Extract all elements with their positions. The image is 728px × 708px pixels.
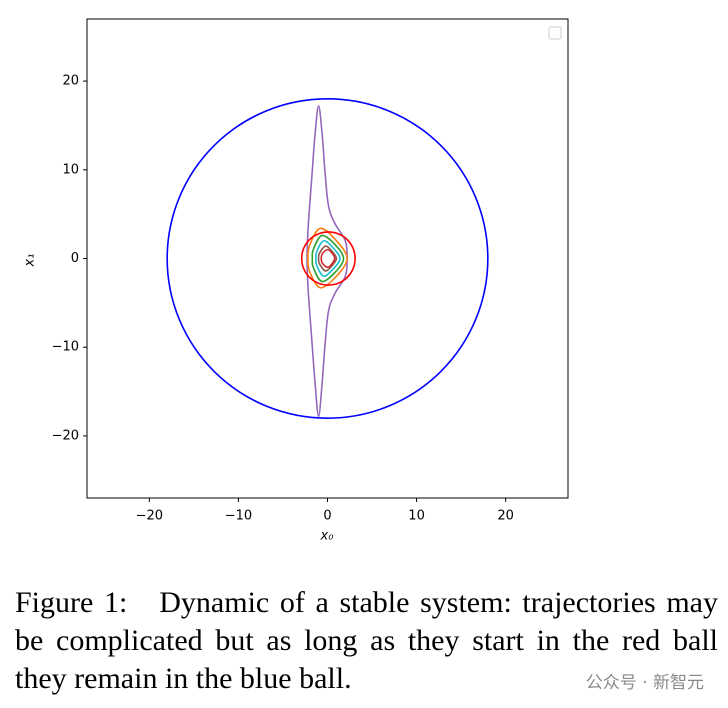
y-tick-label: 20	[62, 74, 79, 89]
y-tick-label: 10	[62, 162, 79, 177]
trajectory	[315, 239, 341, 278]
trajectory	[317, 245, 338, 272]
trajectory	[320, 248, 336, 269]
y-tick-label: 0	[71, 251, 79, 266]
x-tick-label: 10	[408, 509, 425, 524]
y-tick-label: −10	[52, 340, 79, 355]
trajectory	[300, 231, 356, 286]
trajectory	[166, 98, 489, 419]
plot-frame	[86, 18, 569, 499]
caption-text: Dynamic of a stable system: trajectories…	[15, 586, 718, 695]
x-tick-label: −10	[225, 509, 252, 524]
watermark: 公众号 · 新智元	[583, 668, 706, 693]
x-axis-label: x₀	[320, 529, 335, 544]
y-tick-label: −20	[52, 428, 79, 443]
caption-label: Figure 1:	[15, 586, 128, 619]
y-axis-label: x₁	[23, 254, 38, 268]
caption: Figure 1: Dynamic of a stable system: tr…	[15, 584, 718, 698]
x-tick-label: 20	[497, 509, 514, 524]
x-tick-label: −20	[136, 509, 163, 524]
legend-box	[548, 26, 562, 40]
trajectory	[307, 227, 348, 289]
x-tick-label: 0	[323, 509, 331, 524]
trajectory	[311, 234, 345, 283]
trajectory	[306, 105, 348, 418]
chart: x₀ x₁ −20 −10 0 10 20 −20 −10 0 10 20	[23, 18, 569, 544]
